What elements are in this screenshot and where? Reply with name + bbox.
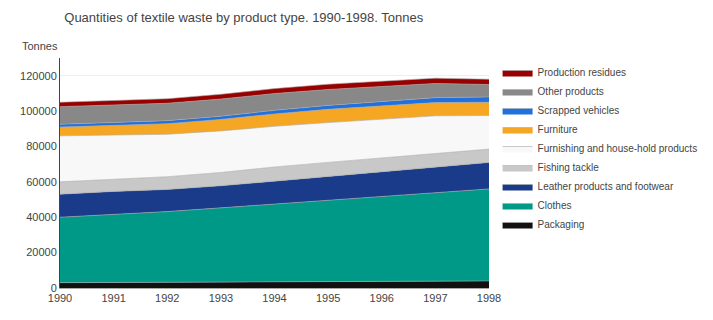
svg-text:20000: 20000 [26, 246, 57, 258]
svg-text:1991: 1991 [101, 292, 125, 304]
svg-text:1997: 1997 [423, 292, 447, 304]
svg-text:1990: 1990 [48, 292, 72, 304]
svg-text:1992: 1992 [155, 292, 179, 304]
svg-text:Clothes: Clothes [538, 200, 572, 211]
svg-text:40000: 40000 [26, 211, 57, 223]
svg-text:1995: 1995 [316, 292, 340, 304]
svg-text:Quantities of textile waste by: Quantities of textile waste by product t… [64, 10, 423, 25]
svg-text:Leather products and footwear: Leather products and footwear [538, 181, 674, 192]
svg-text:Furniture: Furniture [538, 124, 578, 135]
svg-text:Tonnes: Tonnes [22, 40, 58, 52]
svg-text:Furnishing and house-hold prod: Furnishing and house-hold products [538, 143, 698, 154]
svg-text:Other products: Other products [538, 86, 604, 97]
svg-text:Fishing tackle: Fishing tackle [538, 162, 600, 173]
svg-text:1994: 1994 [262, 292, 286, 304]
svg-text:Scrapped vehicles: Scrapped vehicles [538, 105, 620, 116]
svg-text:Packaging: Packaging [538, 219, 585, 230]
svg-text:120000: 120000 [20, 70, 57, 82]
svg-text:60000: 60000 [26, 176, 57, 188]
svg-text:1996: 1996 [370, 292, 394, 304]
svg-text:1998: 1998 [477, 292, 501, 304]
svg-text:1993: 1993 [209, 292, 233, 304]
svg-text:0: 0 [51, 282, 57, 294]
svg-text:80000: 80000 [26, 140, 57, 152]
svg-text:100000: 100000 [20, 105, 57, 117]
svg-text:Production residues: Production residues [538, 67, 626, 78]
